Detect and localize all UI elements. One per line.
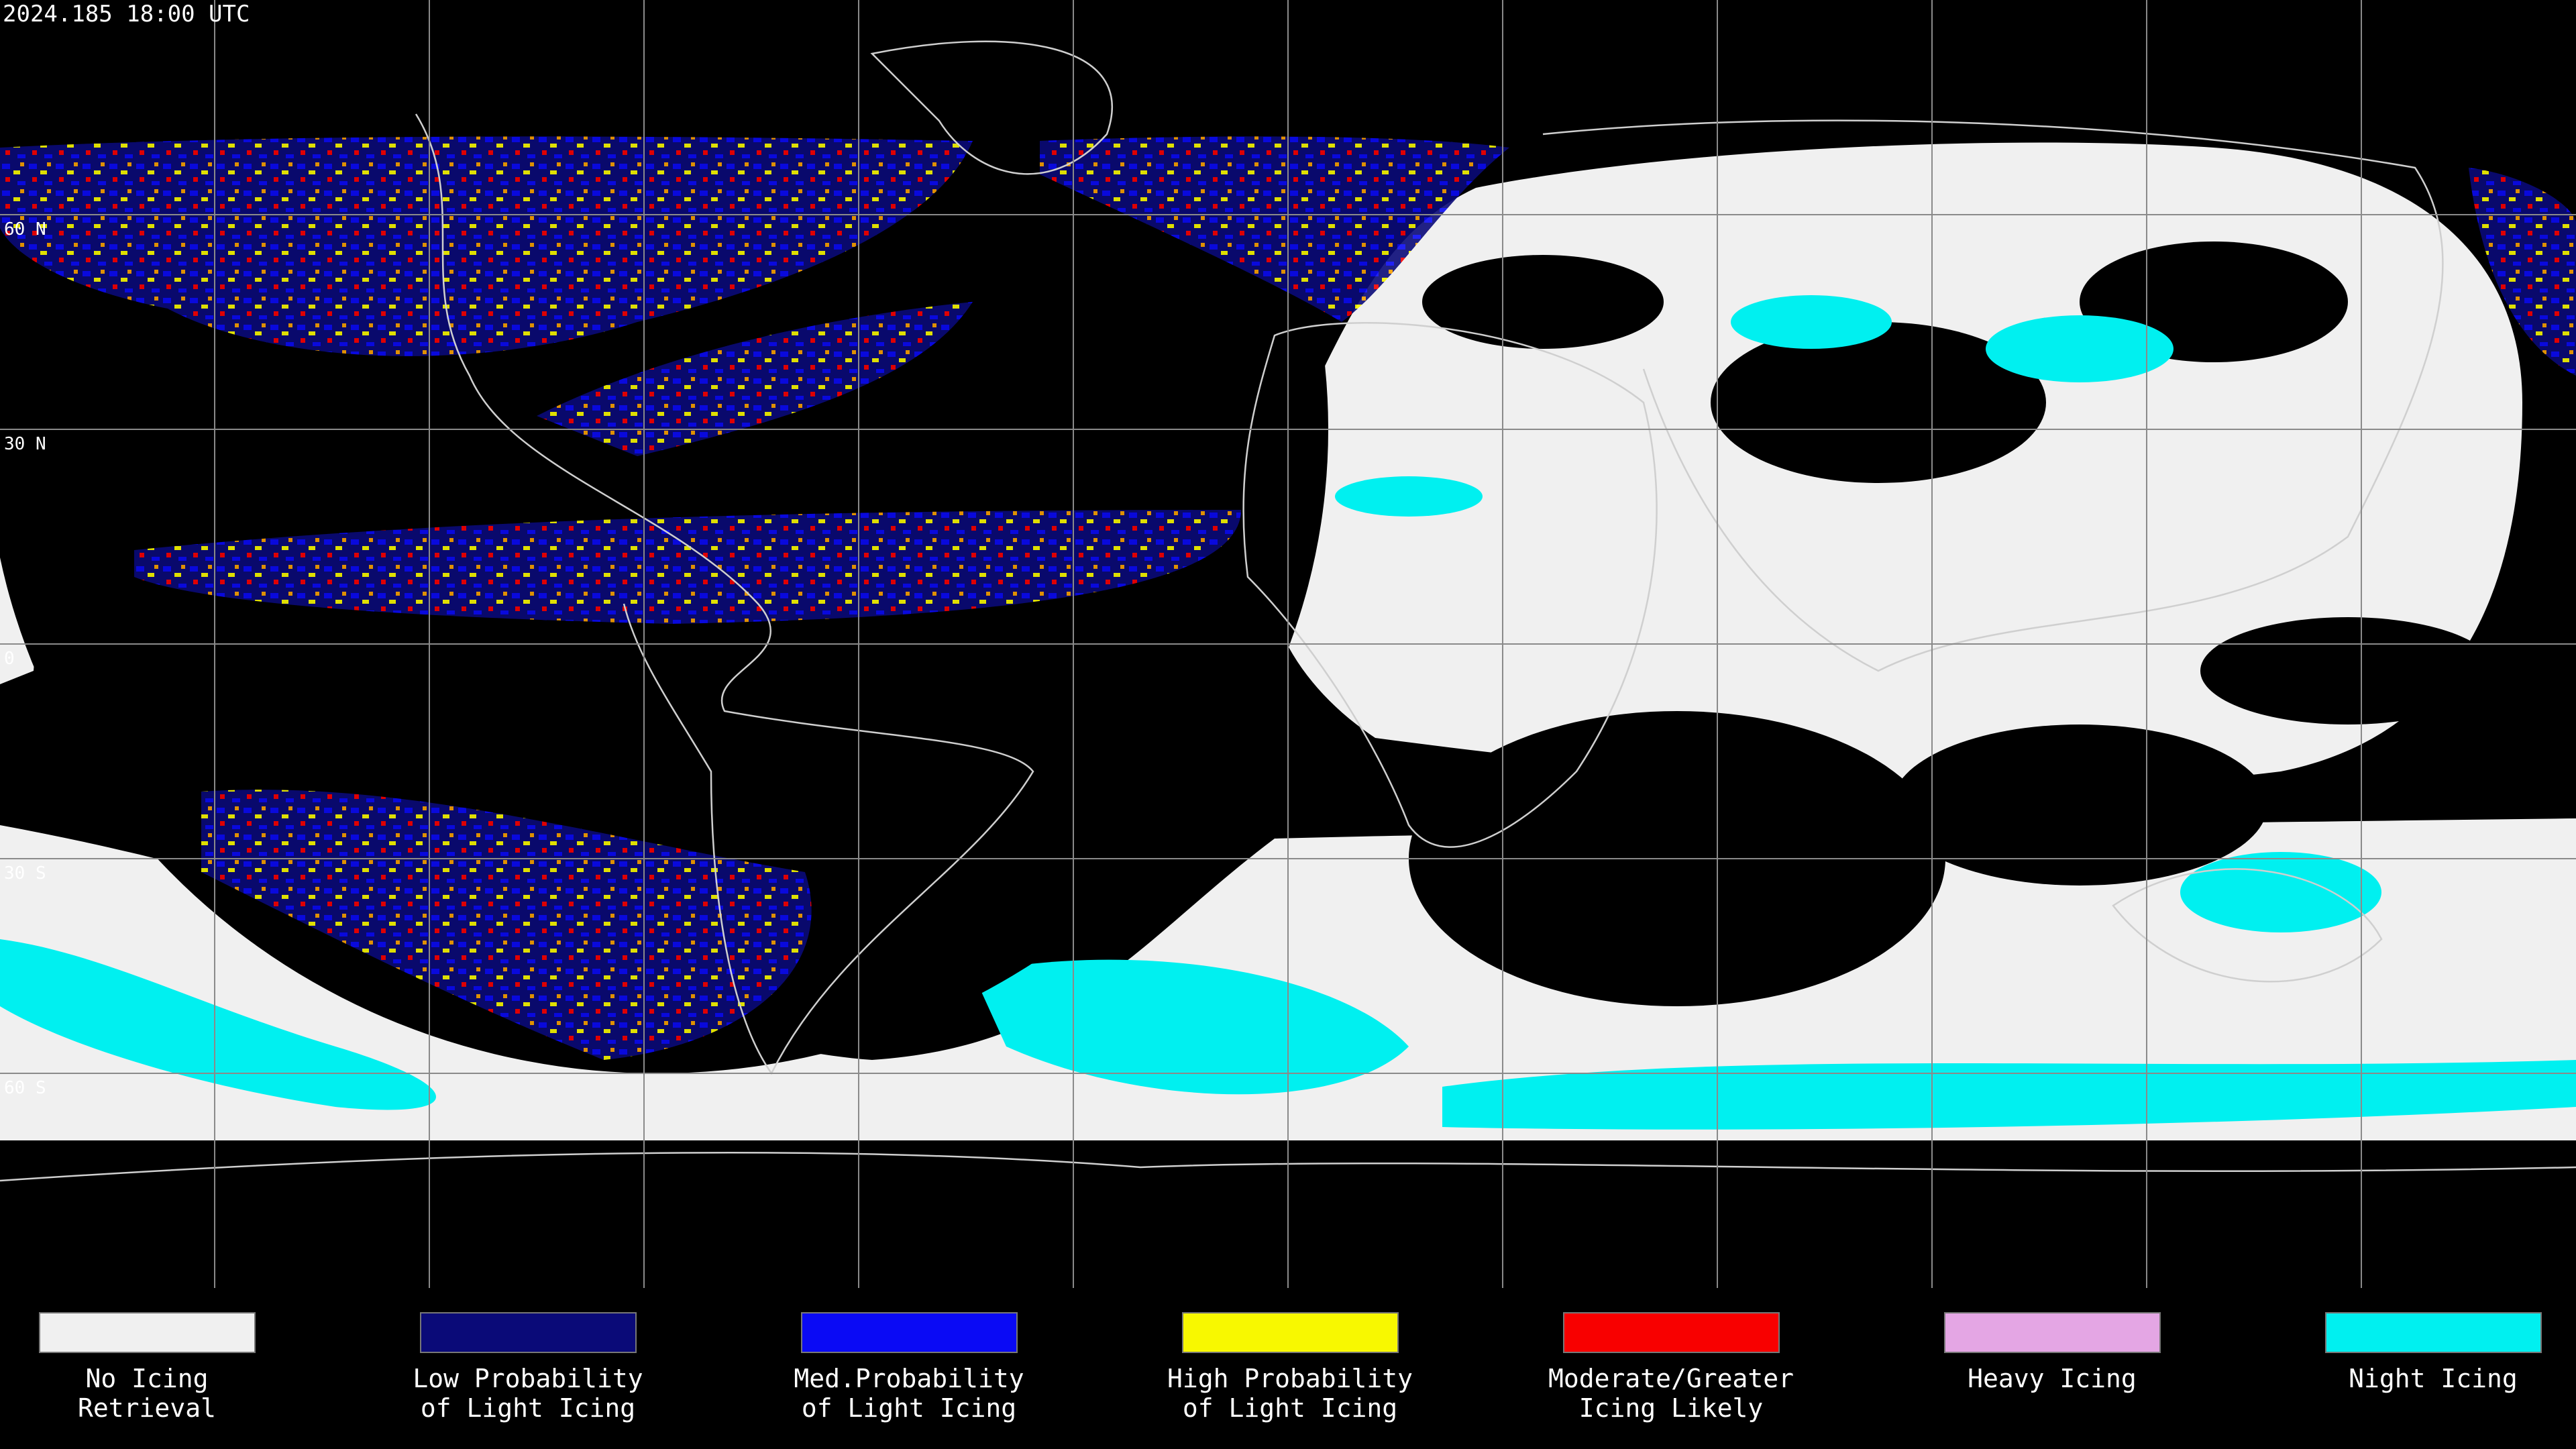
latitude-label: 0 (4, 649, 15, 669)
legend-swatch (1182, 1312, 1399, 1353)
latitude-label: 60 N (4, 219, 46, 239)
legend-label: of Light Icing (1183, 1393, 1397, 1423)
legend-swatch (801, 1312, 1018, 1353)
legend-swatch (420, 1312, 637, 1353)
latitude-label: 30 S (4, 863, 46, 883)
graticule (0, 0, 2576, 1288)
legend-swatch (1944, 1312, 2161, 1353)
legend-label: of Light Icing (421, 1393, 635, 1423)
legend-label: High Probability (1167, 1364, 1413, 1393)
coastlines (0, 40, 2576, 1182)
legend-label: Night Icing (2349, 1364, 2518, 1393)
legend-swatch (2325, 1312, 2542, 1353)
legend-label: No Icing (85, 1364, 208, 1393)
legend-label: Low Probability (413, 1364, 643, 1393)
legend-label: Heavy Icing (1968, 1364, 2137, 1393)
legend-swatch (1563, 1312, 1780, 1353)
night-icing-clouds (0, 295, 2576, 1130)
legend-swatch (39, 1312, 256, 1353)
legend-label: Med.Probability (794, 1364, 1024, 1393)
legend-label: Icing Likely (1579, 1393, 1764, 1423)
timestamp: 2024.185 18:00 UTC (3, 1, 250, 28)
latitude-labels: 60 N 30 N 0 30 S 60 S (4, 219, 46, 1098)
icing-clouds (0, 136, 2576, 1060)
legend-label: of Light Icing (802, 1393, 1016, 1423)
latitude-label: 30 N (4, 434, 46, 454)
legend-label: Retrieval (78, 1393, 216, 1423)
latitude-label: 60 S (4, 1078, 46, 1098)
legend-label: Moderate/Greater (1548, 1364, 1794, 1393)
